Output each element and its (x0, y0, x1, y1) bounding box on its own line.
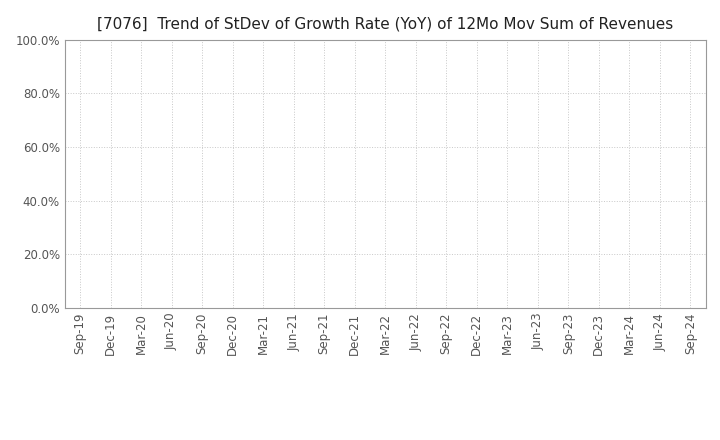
Title: [7076]  Trend of StDev of Growth Rate (YoY) of 12Mo Mov Sum of Revenues: [7076] Trend of StDev of Growth Rate (Yo… (97, 16, 673, 32)
